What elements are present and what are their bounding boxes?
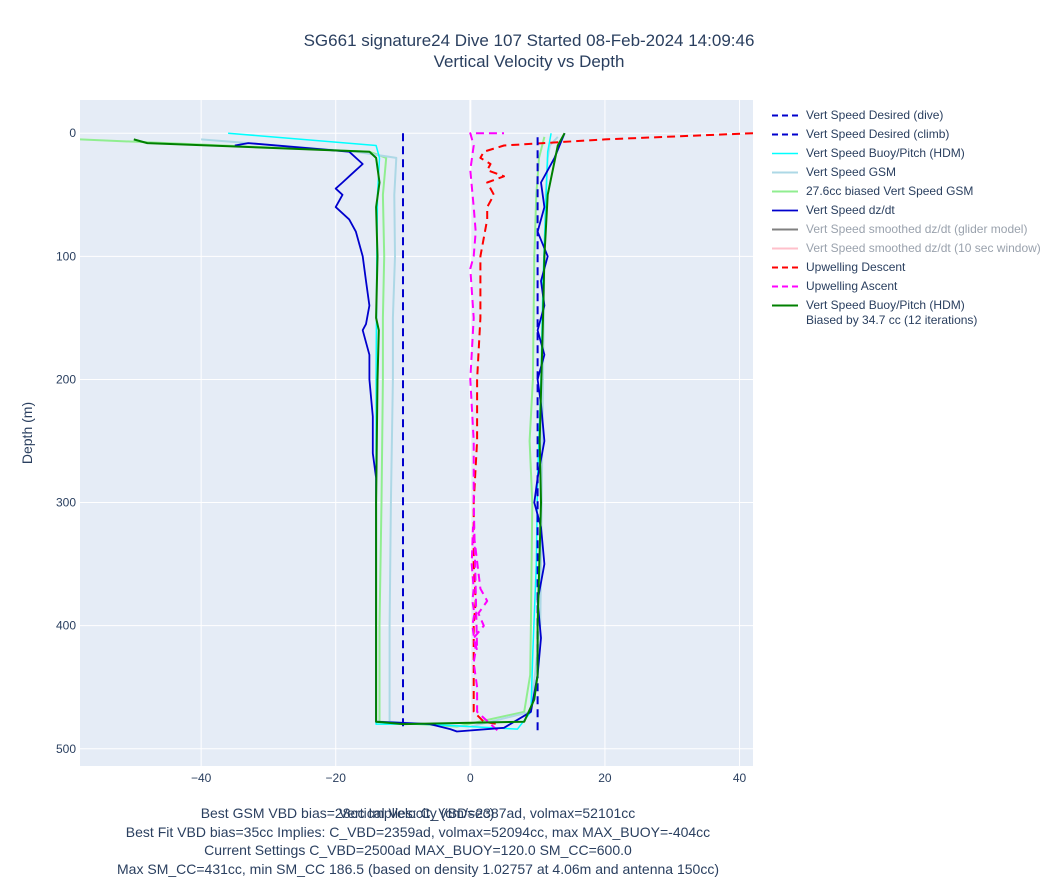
- note-line: Max SM_CC=431cc, min SM_CC 186.5 (based …: [117, 860, 719, 877]
- series-layer: [80, 132, 753, 733]
- legend-label: Vert Speed Buoy/Pitch (HDM) Biased by 34.…: [806, 298, 978, 327]
- legend-item[interactable]: Upwelling Ascent: [770, 277, 1041, 296]
- fit-notes: Best GSM VBD bias=28cc Implies: C_VBD=23…: [0, 804, 836, 878]
- x-tick-label: −40: [191, 771, 212, 785]
- note-line: Current Settings C_VBD=2500ad MAX_BUOY=1…: [204, 842, 632, 858]
- chart-subtitle: Vertical Velocity vs Depth: [433, 52, 625, 71]
- chart-title-block: SG661 signature24 Dive 107 Started 08-Fe…: [0, 30, 1058, 72]
- legend-label: Vert Speed smoothed dz/dt (10 sec window…: [806, 241, 1041, 255]
- legend-label: Vert Speed Buoy/Pitch (HDM): [806, 146, 965, 160]
- y-tick-label: 300: [56, 496, 76, 510]
- chart-title: SG661 signature24 Dive 107 Started 08-Fe…: [303, 31, 755, 50]
- legend-swatch: [772, 266, 798, 269]
- legend: Vert Speed Desired (dive) Vert Speed Desi…: [770, 106, 1041, 330]
- series-line-5: [234, 132, 566, 733]
- x-tick-label: 0: [467, 771, 474, 785]
- plot-background: [80, 100, 753, 766]
- legend-item[interactable]: 27.6cc biased Vert Speed GSM: [770, 182, 1041, 201]
- legend-item[interactable]: Vert Speed Desired (climb): [770, 125, 1041, 144]
- x-tick-label: 20: [598, 771, 612, 785]
- legend-label: Upwelling Descent: [806, 260, 906, 274]
- x-tick-label: −20: [326, 771, 347, 785]
- note-line: Best Fit VBD bias=35cc Implies: C_VBD=23…: [125, 823, 711, 840]
- legend-swatch: [772, 285, 798, 288]
- y-axis-label: Depth (m): [19, 402, 35, 464]
- legend-swatch: [772, 190, 798, 193]
- note-line: Best GSM VBD bias=28cc Implies: C_VBD=23…: [200, 805, 636, 821]
- legend-item[interactable]: Vert Speed dz/dt: [770, 201, 1041, 220]
- legend-item[interactable]: Vert Speed Buoy/Pitch (HDM): [770, 144, 1041, 163]
- x-tick-label: 40: [733, 771, 747, 785]
- legend-label: Vert Speed smoothed dz/dt (glider model): [806, 222, 1028, 236]
- legend-swatch: [772, 152, 798, 155]
- legend-item[interactable]: Upwelling Descent: [770, 258, 1041, 277]
- grid-lines: [80, 100, 753, 766]
- legend-item[interactable]: Vert Speed GSM: [770, 163, 1041, 182]
- series-line-10: [133, 132, 566, 726]
- series-line-9: [469, 132, 504, 732]
- legend-label: Vert Speed Desired (dive): [806, 108, 944, 122]
- legend-swatch: [772, 209, 798, 212]
- legend-swatch: [772, 247, 798, 250]
- series-line-8: [472, 132, 753, 726]
- legend-swatch: [772, 228, 798, 231]
- legend-swatch: [772, 304, 798, 307]
- legend-label: Vert Speed GSM: [806, 165, 897, 179]
- legend-swatch: [772, 114, 798, 117]
- legend-swatch: [772, 171, 798, 174]
- legend-label: Vert Speed Desired (climb): [806, 127, 950, 141]
- x-axis-ticks: −40 −20 0 20 40: [191, 771, 747, 785]
- legend-item[interactable]: Vert Speed Desired (dive): [770, 106, 1041, 125]
- legend-item[interactable]: Vert Speed smoothed dz/dt (10 sec window…: [770, 239, 1041, 258]
- y-tick-label: 200: [56, 372, 76, 386]
- x-axis-label: Vertical Velocity (cm/sec): [339, 805, 495, 821]
- y-axis-ticks: 0 100 200 300 400 500: [56, 126, 76, 756]
- y-tick-label: 500: [56, 742, 76, 756]
- legend-label: Vert Speed dz/dt: [806, 203, 895, 217]
- legend-label: Upwelling Ascent: [806, 279, 898, 293]
- legend-label: 27.6cc biased Vert Speed GSM: [806, 184, 974, 198]
- legend-item[interactable]: Vert Speed Buoy/Pitch (HDM) Biased by 34.…: [770, 296, 1041, 330]
- y-tick-label: 400: [56, 619, 76, 633]
- legend-item[interactable]: Vert Speed smoothed dz/dt (glider model): [770, 220, 1041, 239]
- y-tick-label: 0: [69, 126, 76, 140]
- legend-swatch: [772, 133, 798, 136]
- y-tick-label: 100: [56, 249, 76, 263]
